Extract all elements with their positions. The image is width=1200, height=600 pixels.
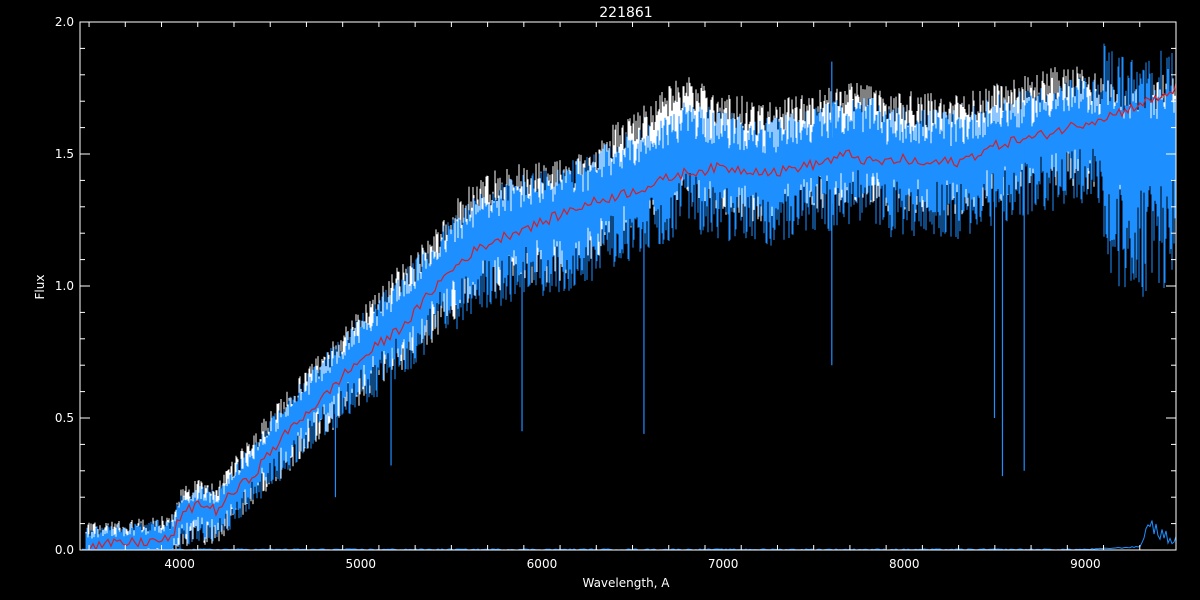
x-tick-label: 5000: [346, 557, 377, 571]
x-axis-label: Wavelength, A: [582, 576, 670, 590]
x-tick-label: 6000: [527, 557, 558, 571]
y-tick-label: 0.0: [55, 543, 74, 557]
y-axis-label: Flux: [33, 275, 47, 300]
y-tick-label: 1.0: [55, 279, 74, 293]
chart-title: 221861: [599, 5, 652, 21]
series-model: [89, 83, 1176, 550]
x-tick-label: 7000: [708, 557, 739, 571]
x-tick-label: 4000: [164, 557, 195, 571]
y-tick-label: 0.5: [55, 411, 74, 425]
series-group: [81, 43, 1176, 550]
y-tick-label: 2.0: [55, 15, 74, 29]
x-tick-label: 9000: [1070, 557, 1101, 571]
y-tick-label: 1.5: [55, 147, 74, 161]
series-noise: [81, 520, 1176, 550]
plot-area: [81, 43, 1176, 550]
x-tick-label: 8000: [889, 557, 920, 571]
axes: 4000 5000 6000 7000 8000 9000 0.0 0.5 1.0 1.5 2.0: [55, 15, 1177, 571]
